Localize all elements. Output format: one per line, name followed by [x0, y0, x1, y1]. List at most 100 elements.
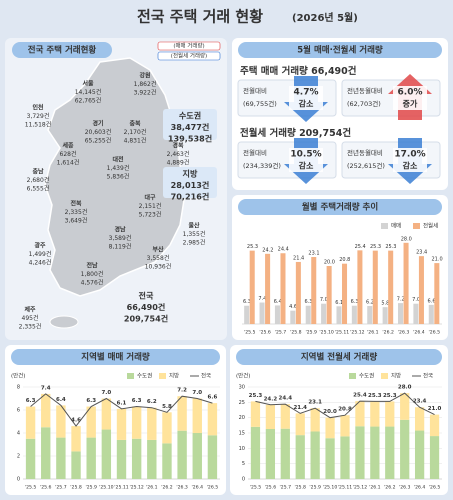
bar-segment — [355, 401, 365, 427]
x-tick-label: '25.8 — [70, 485, 82, 491]
chart-panel — [232, 195, 448, 340]
region-name: 대전 — [112, 156, 124, 164]
page-title: 전국 주택 거래 현황 — [137, 8, 263, 26]
x-tick-label: '26.5 — [429, 330, 441, 336]
region-sale: 2,170건 — [124, 128, 147, 136]
y-tick-label: 6 — [17, 408, 20, 414]
bar — [321, 303, 327, 324]
legend-label: 매매 — [391, 222, 401, 230]
bar-segment — [25, 438, 36, 479]
legend-label: (매매 거래량) — [173, 42, 204, 50]
region-sale: 1,439건 — [107, 164, 130, 172]
value-label: 23.4 — [413, 399, 427, 405]
value-label: 20.8 — [339, 257, 350, 263]
y-tick-label: 0 — [242, 477, 245, 483]
value-label: 25.4 — [355, 244, 366, 250]
value-label: 6.3 — [132, 398, 142, 404]
bar-segment — [192, 398, 202, 433]
region-name: 전국 — [139, 291, 154, 301]
region-sale: 14,145건 — [75, 88, 102, 96]
bar-segment — [325, 417, 335, 439]
rate-box — [289, 86, 323, 110]
bar-segment — [131, 438, 142, 479]
bar-segment — [250, 426, 261, 479]
compare-label: 전년동월대비 — [347, 148, 383, 157]
bar — [259, 302, 265, 324]
bar-segment — [385, 401, 395, 427]
bar-segment — [340, 436, 350, 479]
bar-segment — [116, 439, 127, 479]
region-sale: 28,013건 — [171, 180, 210, 190]
value-label: 7.0 — [412, 297, 420, 303]
bar-segment — [265, 429, 276, 479]
compare-base: (62,703건) — [347, 99, 381, 108]
value-label: 21.0 — [428, 406, 442, 412]
region-sale: 1,499건 — [29, 250, 52, 258]
value-label: 21.0 — [432, 257, 443, 263]
compare-label: 전월대비 — [243, 148, 267, 157]
x-tick-label: '26.2 — [382, 330, 394, 336]
value-label: 20.8 — [338, 407, 352, 413]
region-rent: 5,723건 — [139, 211, 162, 219]
x-tick-label: '25.8 — [294, 485, 306, 491]
value-label: 7.2 — [397, 297, 405, 303]
change-direction: 감소 — [403, 161, 418, 171]
bar-segment — [310, 408, 320, 432]
region-rent: 139,538건 — [168, 133, 212, 143]
value-label: 4.6 — [71, 418, 81, 424]
legend-box — [157, 41, 221, 51]
x-tick-label: '25.11 — [335, 330, 349, 336]
x-tick-label: '26.3 — [176, 485, 188, 491]
bar — [403, 242, 409, 324]
region-sale: 66,490건 — [127, 302, 166, 312]
region-rent: 209,754건 — [124, 313, 168, 323]
region-sale: 2,151건 — [139, 202, 162, 210]
section-label: 주택 매매 거래량 — [240, 65, 308, 77]
legend-label: 전국 — [423, 372, 433, 380]
value-label: 24.4 — [278, 247, 289, 253]
x-tick-label: '26.2 — [161, 485, 173, 491]
page-date: (2026년 5월) — [292, 11, 358, 24]
region-name: 경북 — [172, 142, 184, 150]
bar-segment — [370, 401, 380, 427]
value-label: 6.6 — [208, 395, 218, 401]
bar — [326, 266, 332, 324]
legend-label: 지방 — [391, 372, 401, 380]
y-tick-label: 10 — [239, 446, 245, 452]
region-name: 충북 — [129, 120, 141, 128]
region-name: 제주 — [24, 306, 36, 314]
bar-segment — [280, 428, 290, 479]
region-box — [163, 167, 217, 198]
legend-label: 전월세 — [423, 222, 438, 230]
region-sale: 2,680건 — [27, 176, 50, 184]
x-tick-label: '26.3 — [399, 485, 411, 491]
y-tick-label: 0 — [17, 477, 20, 483]
value-label: 23.1 — [308, 400, 322, 406]
bar — [357, 250, 363, 324]
change-rate: 6.0% — [398, 88, 423, 98]
value-label: 6.3 — [86, 398, 96, 404]
change-rate: 10.5% — [290, 150, 321, 160]
rate-box — [393, 148, 427, 172]
value-label: 28.0 — [398, 385, 412, 391]
panel-title: 5월 매매·전월세 거래량 — [297, 45, 383, 56]
value-label: 5.8 — [162, 404, 172, 410]
chart-title: 월별 주택거래량 추이 — [302, 202, 378, 213]
region-name: 전북 — [70, 200, 82, 208]
value-label: 25.4 — [353, 393, 367, 399]
value-label: 6.6 — [428, 298, 436, 304]
bar — [311, 257, 317, 324]
bar-segment — [265, 404, 276, 430]
bar-segment — [207, 435, 218, 479]
bar — [280, 253, 286, 324]
x-tick-label: '25.10 — [99, 485, 113, 491]
change-rate: 4.7% — [294, 88, 319, 98]
bar-segment — [370, 426, 380, 479]
bar — [398, 303, 404, 324]
bar-segment — [310, 431, 320, 479]
chart-header — [236, 349, 442, 365]
x-tick-label: '26.5 — [207, 485, 219, 491]
bar — [434, 263, 440, 324]
legend-label: 지방 — [169, 372, 179, 380]
